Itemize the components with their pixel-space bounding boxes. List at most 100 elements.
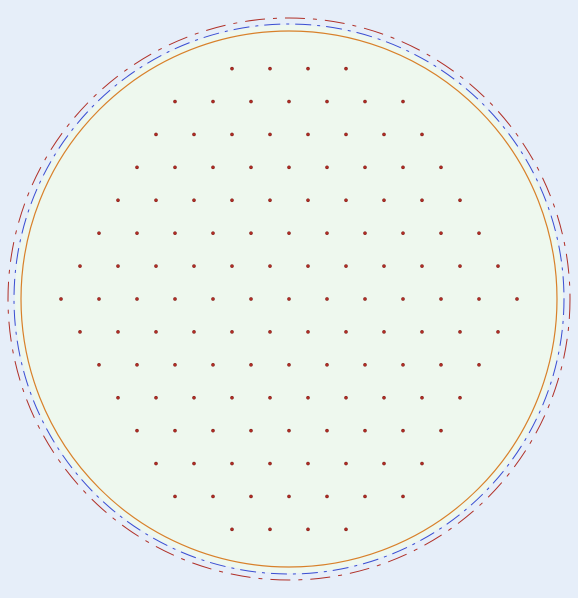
grid-dot <box>268 264 271 267</box>
grid-dot <box>192 330 195 333</box>
grid-dot <box>135 429 138 432</box>
grid-dot <box>306 396 309 399</box>
grid-dot <box>382 199 385 202</box>
grid-dot <box>173 429 176 432</box>
grid-dot <box>325 100 328 103</box>
grid-dot <box>382 462 385 465</box>
grid-dot <box>211 429 214 432</box>
grid-dot <box>439 297 442 300</box>
grid-dot <box>401 363 404 366</box>
grid-dot <box>287 297 290 300</box>
grid-dot <box>363 100 366 103</box>
grid-dot <box>154 462 157 465</box>
grid-dot <box>135 166 138 169</box>
grid-dot <box>249 166 252 169</box>
grid-dot <box>116 396 119 399</box>
grid-dot <box>325 297 328 300</box>
grid-dot <box>211 166 214 169</box>
grid-dot <box>78 330 81 333</box>
grid-dot <box>230 528 233 531</box>
grid-dot <box>287 166 290 169</box>
grid-dot <box>249 429 252 432</box>
grid-dot <box>287 232 290 235</box>
grid-dot <box>496 330 499 333</box>
grid-dot <box>249 232 252 235</box>
grid-dot <box>287 363 290 366</box>
grid-dot <box>363 495 366 498</box>
grid-dot <box>344 133 347 136</box>
grid-dot <box>230 67 233 70</box>
grid-dot <box>116 264 119 267</box>
grid-dot <box>268 528 271 531</box>
grid-dot <box>401 495 404 498</box>
grid-dot <box>420 462 423 465</box>
grid-dot <box>477 232 480 235</box>
grid-dot <box>382 133 385 136</box>
grid-dot <box>192 396 195 399</box>
grid-dot <box>211 297 214 300</box>
grid-dot <box>268 133 271 136</box>
grid-dot <box>401 429 404 432</box>
grid-dot <box>173 166 176 169</box>
grid-dot <box>458 199 461 202</box>
grid-dot <box>401 297 404 300</box>
grid-dot <box>420 330 423 333</box>
grid-dot <box>306 462 309 465</box>
grid-dot <box>344 462 347 465</box>
grid-dot <box>173 232 176 235</box>
grid-dot <box>401 100 404 103</box>
grid-dot <box>420 396 423 399</box>
grid-dot <box>97 297 100 300</box>
grid-dot <box>382 264 385 267</box>
grid-dot <box>192 462 195 465</box>
grid-dot <box>382 330 385 333</box>
grid-dot <box>306 67 309 70</box>
grid-dot <box>230 264 233 267</box>
grid-dot <box>211 100 214 103</box>
grid-dot <box>59 297 62 300</box>
grid-dot <box>154 396 157 399</box>
grid-dot <box>363 297 366 300</box>
grid-dot <box>154 199 157 202</box>
grid-dot <box>420 133 423 136</box>
grid-dot <box>268 330 271 333</box>
grid-dot <box>211 363 214 366</box>
grid-dot <box>192 199 195 202</box>
grid-dot <box>135 297 138 300</box>
grid-dot <box>135 232 138 235</box>
grid-dot <box>268 199 271 202</box>
grid-dot <box>154 330 157 333</box>
grid-dot <box>173 363 176 366</box>
polar-dot-diagram <box>0 0 578 598</box>
grid-dot <box>344 264 347 267</box>
grid-dot <box>249 363 252 366</box>
grid-dot <box>344 199 347 202</box>
grid-dot <box>458 330 461 333</box>
grid-dot <box>477 297 480 300</box>
grid-dot <box>173 100 176 103</box>
grid-dot <box>325 363 328 366</box>
grid-dot <box>401 166 404 169</box>
grid-dot <box>268 67 271 70</box>
grid-dot <box>230 199 233 202</box>
grid-dot <box>287 495 290 498</box>
grid-dot <box>420 264 423 267</box>
grid-dot <box>401 232 404 235</box>
grid-dot <box>97 232 100 235</box>
grid-dot <box>249 495 252 498</box>
grid-dot <box>420 199 423 202</box>
grid-dot <box>135 363 138 366</box>
grid-dot <box>116 330 119 333</box>
grid-dot <box>325 232 328 235</box>
grid-dot <box>192 264 195 267</box>
grid-dot <box>230 462 233 465</box>
grid-dot <box>306 264 309 267</box>
grid-dot <box>363 363 366 366</box>
grid-dot <box>211 232 214 235</box>
grid-dot <box>515 297 518 300</box>
grid-dot <box>287 429 290 432</box>
grid-dot <box>154 264 157 267</box>
grid-dot <box>230 396 233 399</box>
grid-dot <box>192 133 195 136</box>
grid-dot <box>325 429 328 432</box>
